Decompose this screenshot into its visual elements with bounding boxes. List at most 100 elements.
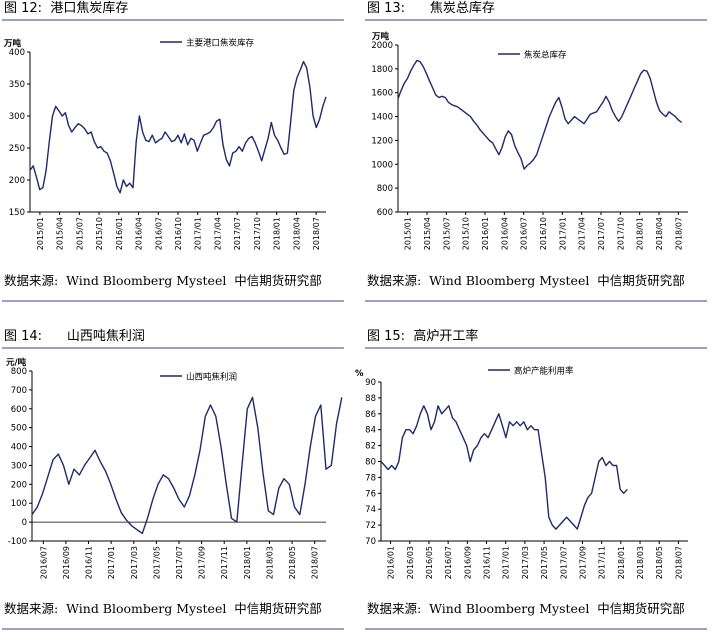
panel-blast-furnace-utilization: 图 15: 高炉开工率 % 70 72 74 76 78 80 82 84 86 88 90 2016/…: [355, 328, 712, 634]
x-tick-label: 2016/07: [154, 217, 163, 250]
x-tick-label: 2017/07: [559, 546, 568, 579]
y-tick-label: 400: [11, 443, 27, 453]
y-tick-label: 1800: [371, 65, 393, 75]
source-divider: [2, 300, 344, 302]
y-unit-label: %: [355, 369, 364, 379]
source-note: 数据来源: Wind Bloomberg Mysteel 中信期货研究部: [367, 273, 685, 288]
legend-label: 焦炭总库存: [524, 50, 567, 61]
series-line: [29, 60, 327, 194]
x-tick-label: 2017/05: [540, 546, 549, 579]
source-divider: [2, 628, 344, 630]
x-tick-label: 2017/07: [233, 217, 242, 250]
panel-total-coke-inventory: 图 13: 焦炭总库存 万吨 600 800 1000 1200 1400 1600 1800…: [363, 0, 712, 306]
y-tick-label: 200: [11, 480, 27, 490]
x-tick-label: 2015/10: [462, 217, 471, 250]
y-tick-label: 0: [22, 518, 27, 528]
series-line: [31, 396, 343, 535]
x-tick-label: 2017/09: [578, 546, 587, 579]
y-tick-label: 400: [9, 48, 25, 58]
y-tick-label: 1400: [371, 113, 393, 123]
x-tick-label: 2017/01: [502, 546, 511, 579]
x-tick-label: 2015/07: [442, 217, 451, 250]
y-tick-label: -100: [8, 537, 27, 547]
x-tick-label: 2016/01: [387, 546, 396, 579]
title-divider: [2, 347, 344, 349]
legend-label: 高炉产能利用率: [514, 366, 574, 377]
x-tick-label: 2017/07: [175, 546, 184, 579]
x-tick-label: 2018/04: [655, 217, 664, 250]
legend-label: 主要港口焦炭库存: [186, 38, 255, 49]
x-tick-label: 2018/07: [311, 546, 320, 579]
y-tick-label: 2000: [371, 41, 393, 51]
y-tick-label: 300: [9, 112, 25, 122]
x-tick-label: 2017/10: [616, 217, 625, 250]
source-note: 数据来源: Wind Bloomberg Mysteel 中信期货研究部: [4, 601, 322, 616]
x-tick-label: 2018/01: [273, 217, 282, 250]
x-tick-label: 2016/11: [85, 546, 94, 579]
x-tick-label: 2018/01: [243, 546, 252, 579]
x-tick-label: 2016/04: [500, 217, 509, 250]
y-tick-label: 84: [365, 426, 376, 436]
y-tick-label: 800: [11, 367, 27, 377]
panel-title: 图 14: 山西吨焦利润: [4, 329, 145, 344]
x-tick-label: 2017/04: [213, 217, 222, 250]
y-unit-label: 元/吨: [6, 357, 27, 368]
x-tick-label: 2017/04: [578, 217, 587, 250]
series-line: [380, 405, 628, 530]
y-tick-label: 150: [9, 208, 25, 218]
x-tick-label: 2018/04: [292, 217, 301, 250]
y-tick-label: 200: [9, 176, 25, 186]
chart-shanxi-coke-profit: 元/吨 -100 0 100 200 300 400 500 600 700 800 2016/07 2…: [6, 357, 343, 579]
x-tick-label: 2017/10: [253, 217, 262, 250]
source-divider: [365, 628, 707, 630]
x-tick-label: 2017/05: [152, 546, 161, 579]
legend-label: 山西吨焦利润: [186, 372, 237, 383]
x-tick-label: 2018/03: [265, 546, 274, 579]
x-tick-label: 2017/09: [198, 546, 207, 579]
x-tick-label: 2016/07: [520, 217, 529, 250]
chart-total-coke-inventory: 万吨 600 800 1000 1200 1400 1600 1800 2000 2015/01 2…: [371, 31, 688, 250]
title-divider: [365, 19, 707, 21]
source-note: 数据来源: Wind Bloomberg Mysteel 中信期货研究部: [367, 601, 685, 616]
y-tick-label: 76: [365, 489, 376, 499]
x-tick-label: 2016/04: [135, 217, 144, 250]
y-tick-label: 600: [11, 405, 27, 415]
x-tick-label: 2017/07: [597, 217, 606, 250]
panel-shanxi-coke-profit: 图 14: 山西吨焦利润 元/吨 -100 0 100 200 300 400 500 600 7…: [0, 328, 356, 634]
panel-title: 图 13: 焦炭总库存: [367, 1, 495, 16]
x-tick-label: 2018/07: [312, 217, 321, 250]
y-tick-label: 800: [377, 184, 393, 194]
y-tick-label: 1200: [371, 136, 393, 146]
x-tick-label: 2015/07: [75, 217, 84, 250]
x-tick-label: 2018/05: [288, 546, 297, 579]
panel-title: 图 15: 高炉开工率: [367, 329, 479, 344]
x-tick-label: 2015/04: [56, 217, 65, 250]
x-tick-label: 2017/11: [598, 546, 607, 579]
x-tick-label: 2018/01: [636, 217, 645, 250]
y-tick-label: 80: [365, 458, 376, 468]
y-tick-label: 82: [365, 442, 376, 452]
x-tick-label: 2015/01: [36, 217, 45, 250]
x-tick-label: 2016/05: [425, 546, 434, 579]
chart-port-coke-inventory: 万吨 150 200 250 300 350 400 2015/01 2015/04 2015/0…: [3, 38, 327, 250]
y-tick-label: 1600: [371, 89, 393, 99]
y-tick-label: 100: [11, 499, 27, 509]
x-tick-label: 2017/03: [521, 546, 530, 579]
y-unit-label: 万吨: [3, 38, 22, 49]
y-tick-label: 600: [377, 208, 393, 218]
y-tick-label: 250: [9, 144, 25, 154]
x-tick-label: 2015/10: [95, 217, 104, 250]
x-tick-label: 2018/03: [636, 546, 645, 579]
y-tick-label: 88: [365, 394, 376, 404]
x-tick-label: 2015/01: [404, 217, 413, 250]
x-tick-label: 2017/01: [194, 217, 203, 250]
y-tick-label: 1000: [371, 160, 393, 170]
x-tick-label: 2016/03: [406, 546, 415, 579]
y-unit-label: 万吨: [371, 31, 390, 42]
x-tick-label: 2016/11: [483, 546, 492, 579]
panel-title: 图 12: 港口焦炭库存: [4, 1, 129, 16]
x-tick-label: 2017/03: [130, 546, 139, 579]
x-tick-label: 2016/01: [481, 217, 490, 250]
x-tick-label: 2016/10: [174, 217, 183, 250]
y-tick-label: 72: [365, 521, 376, 531]
